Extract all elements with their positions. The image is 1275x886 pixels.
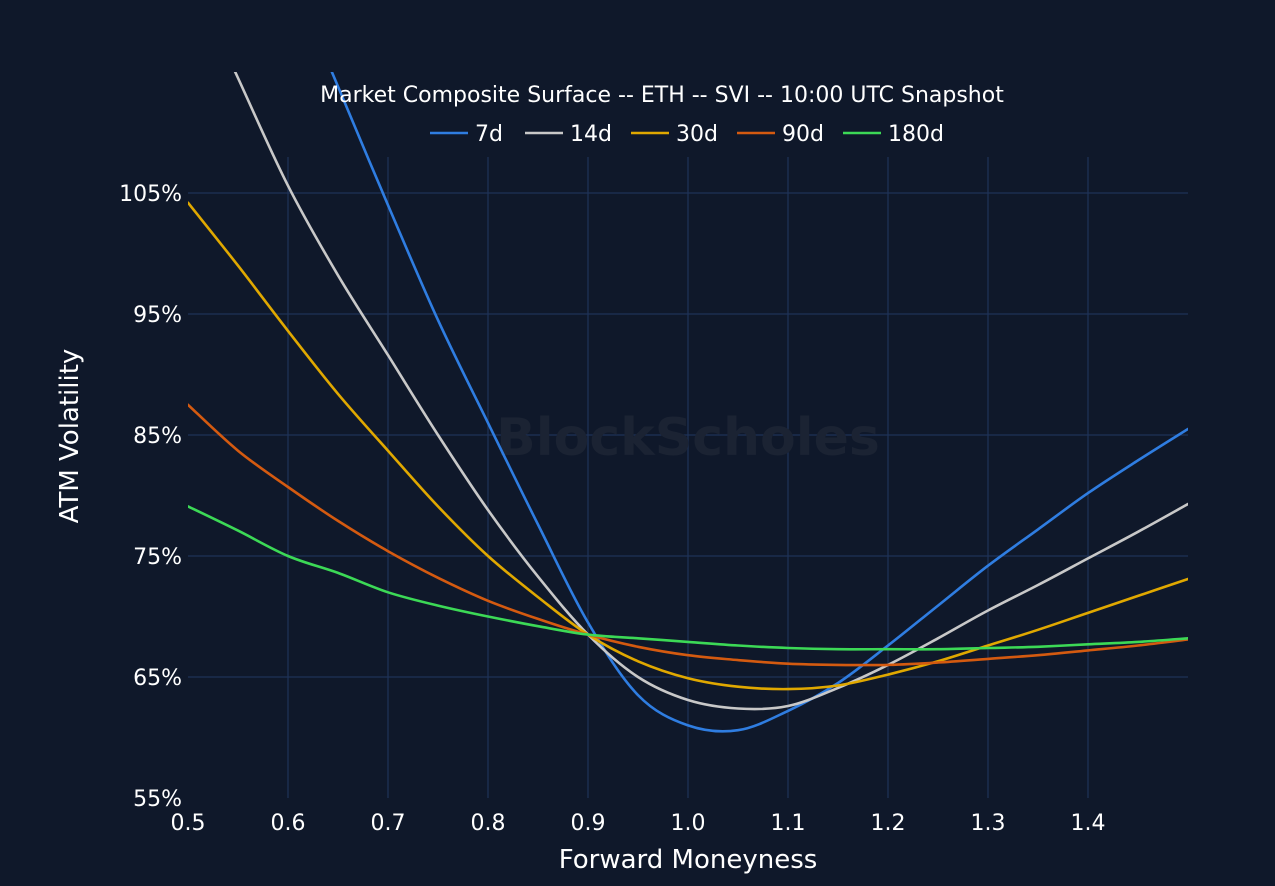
legend-item-180d[interactable]: 180d — [843, 122, 944, 147]
y-tick-label: 95% — [133, 303, 182, 328]
legend-label: 30d — [676, 122, 718, 147]
chart-title: Market Composite Surface -- ETH -- SVI -… — [320, 83, 1004, 108]
x-tick-label: 0.7 — [371, 811, 406, 836]
x-tick-label: 1.3 — [971, 811, 1006, 836]
x-tick-label: 0.6 — [271, 811, 306, 836]
series-line-30d — [188, 201, 1188, 691]
legend-label: 90d — [782, 122, 824, 147]
legend-item-30d[interactable]: 30d — [631, 122, 718, 147]
y-axis-title: ATM Volatility — [55, 349, 85, 524]
legend-item-14d[interactable]: 14d — [525, 122, 612, 147]
legend-label: 14d — [570, 122, 612, 147]
series-line-90d — [188, 403, 1188, 667]
x-axis-title: Forward Moneyness — [559, 845, 818, 875]
y-tick-label: 75% — [133, 545, 182, 570]
x-tick-label: 0.8 — [471, 811, 506, 836]
x-tick-label: 0.9 — [571, 811, 606, 836]
x-tick-label: 1.2 — [871, 811, 906, 836]
y-tick-label: 85% — [133, 424, 182, 449]
y-tick-label: 55% — [133, 787, 182, 812]
series-line-7d — [330, 72, 1188, 733]
legend[interactable]: 7d 14d 30d 90d 180d — [430, 122, 944, 147]
legend-item-90d[interactable]: 90d — [737, 122, 824, 147]
x-tick-label: 0.5 — [171, 811, 206, 836]
tick-labels: 0.5 0.6 0.7 0.8 0.9 1.0 1.1 1.2 1.3 1.4 55% 65% 75% 8… — [119, 182, 1105, 836]
watermark: BlockScholes — [496, 408, 880, 468]
series-line-180d — [188, 505, 1188, 651]
x-tick-label: 1.4 — [1071, 811, 1106, 836]
legend-label: 7d — [475, 122, 503, 147]
legend-item-7d[interactable]: 7d — [430, 122, 503, 147]
x-tick-label: 1.0 — [671, 811, 706, 836]
series-line-14d — [233, 72, 1188, 711]
x-tick-label: 1.1 — [771, 811, 806, 836]
legend-label: 180d — [888, 122, 944, 147]
series-layer — [188, 72, 1188, 733]
y-tick-label: 105% — [119, 182, 182, 207]
grid — [188, 157, 1188, 798]
y-tick-label: 65% — [133, 666, 182, 691]
